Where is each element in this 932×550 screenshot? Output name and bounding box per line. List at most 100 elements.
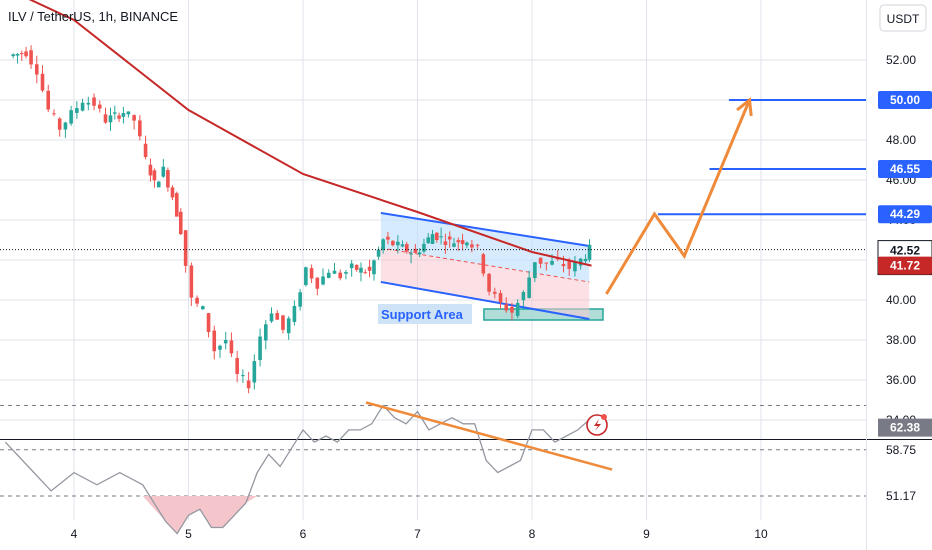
current-price-badge: 42.52 bbox=[890, 244, 920, 258]
candle-body bbox=[34, 64, 39, 75]
currency-button[interactable]: USDT bbox=[879, 4, 927, 32]
time-tick-label: 5 bbox=[185, 527, 192, 541]
candle-body bbox=[246, 380, 251, 389]
rsi-value-badge-bg bbox=[878, 418, 932, 437]
candle-body bbox=[409, 253, 413, 255]
price-tick-label: 40.00 bbox=[886, 293, 916, 307]
price-axis[interactable]: 34.0036.0038.0040.0042.0044.0046.0048.00… bbox=[886, 53, 916, 427]
candle-body bbox=[69, 110, 73, 124]
lightning-alert-icon[interactable] bbox=[586, 414, 608, 436]
candle-body bbox=[504, 304, 509, 311]
candle-body bbox=[527, 277, 531, 298]
candle-body bbox=[174, 193, 179, 217]
candle-body bbox=[430, 234, 435, 244]
candle-body bbox=[321, 276, 325, 285]
candle-body bbox=[376, 249, 381, 257]
candle-body bbox=[170, 187, 175, 198]
candle-body bbox=[550, 260, 554, 265]
candle-body bbox=[143, 143, 148, 158]
candle-body bbox=[363, 272, 368, 274]
candle-body bbox=[121, 113, 126, 117]
candle-body bbox=[258, 336, 262, 360]
candle-body bbox=[138, 120, 142, 137]
candle-body bbox=[309, 268, 314, 279]
candle-body bbox=[452, 243, 456, 247]
candle-body bbox=[40, 73, 45, 91]
candle-body bbox=[241, 375, 245, 377]
candle-body bbox=[561, 263, 566, 267]
candle-body bbox=[426, 237, 431, 244]
candle-body bbox=[481, 254, 486, 274]
candle-body bbox=[183, 230, 188, 266]
ma-value-badge: 41.72 bbox=[890, 259, 920, 273]
candle-body bbox=[521, 292, 526, 301]
time-tick-label: 6 bbox=[300, 527, 307, 541]
candle-body bbox=[189, 265, 194, 298]
candle-body bbox=[391, 240, 395, 246]
candle-body bbox=[573, 261, 577, 272]
rsi-level-label: 58.75 bbox=[886, 443, 916, 457]
target-price-badge: 46.55 bbox=[890, 162, 920, 176]
candle-body bbox=[103, 114, 108, 123]
rsi-value-badge: 62.38 bbox=[890, 421, 920, 435]
candle-body bbox=[97, 104, 102, 109]
candle-body bbox=[286, 318, 291, 334]
channel-upper-line[interactable] bbox=[380, 212, 590, 247]
candle-body bbox=[359, 267, 363, 273]
candle-body bbox=[413, 248, 418, 253]
target-lines bbox=[657, 99, 866, 216]
time-tick-label: 10 bbox=[754, 527, 768, 541]
candle-body bbox=[161, 166, 166, 177]
support-label-box bbox=[378, 304, 472, 324]
candle-body bbox=[80, 102, 85, 111]
rsi-levels bbox=[0, 405, 866, 497]
candle-body bbox=[229, 340, 234, 354]
candle-body bbox=[456, 240, 461, 243]
candle-body bbox=[587, 244, 592, 260]
candle-body bbox=[19, 53, 24, 55]
candle-body bbox=[487, 273, 491, 292]
currency-label: USDT bbox=[887, 12, 920, 26]
channel-fill-lower bbox=[380, 248, 590, 319]
candle-body bbox=[46, 90, 51, 110]
candle-body bbox=[86, 102, 91, 105]
target-price-badge: 50.00 bbox=[890, 93, 920, 107]
candle-body bbox=[108, 115, 113, 123]
candle-body bbox=[439, 236, 443, 238]
candle-body bbox=[148, 164, 153, 176]
candle-body bbox=[315, 277, 320, 289]
candle-body bbox=[212, 330, 217, 352]
candlestick-series bbox=[11, 45, 592, 394]
candle-body bbox=[29, 50, 33, 65]
candle-body bbox=[292, 305, 297, 322]
candle-body bbox=[92, 97, 96, 106]
projected-price-path[interactable] bbox=[605, 99, 751, 295]
candle-body bbox=[126, 111, 131, 115]
candle-body bbox=[75, 107, 79, 113]
time-tick-label: 8 bbox=[529, 527, 536, 541]
candle-body bbox=[492, 291, 497, 294]
candle-body bbox=[269, 313, 274, 322]
candle-body bbox=[15, 53, 20, 56]
candle-body bbox=[417, 252, 422, 255]
rsi-divergence-trendline[interactable] bbox=[365, 401, 613, 471]
candle-body bbox=[515, 303, 520, 316]
symbol-title: ILV / TetherUS, 1h, BINANCE bbox=[8, 9, 179, 24]
candle-body bbox=[544, 262, 549, 264]
candle-body bbox=[338, 272, 343, 279]
rsi-badges: 62.38 58.75 51.17 bbox=[878, 418, 932, 503]
candle-body bbox=[206, 313, 211, 332]
candle-body bbox=[24, 51, 28, 57]
candle-body bbox=[252, 361, 257, 383]
rsi-oversold-fill bbox=[5, 496, 592, 534]
time-axis[interactable]: 4 5 6 7 8 9 10 bbox=[71, 527, 768, 541]
candle-body bbox=[275, 312, 280, 320]
candle-body bbox=[326, 272, 331, 278]
channel-lower-line[interactable] bbox=[380, 281, 590, 320]
candle-body bbox=[57, 118, 62, 130]
candle-body bbox=[178, 211, 183, 235]
candle-body bbox=[465, 242, 469, 246]
price-tick-label: 38.00 bbox=[886, 333, 916, 347]
candle-body bbox=[372, 260, 376, 275]
